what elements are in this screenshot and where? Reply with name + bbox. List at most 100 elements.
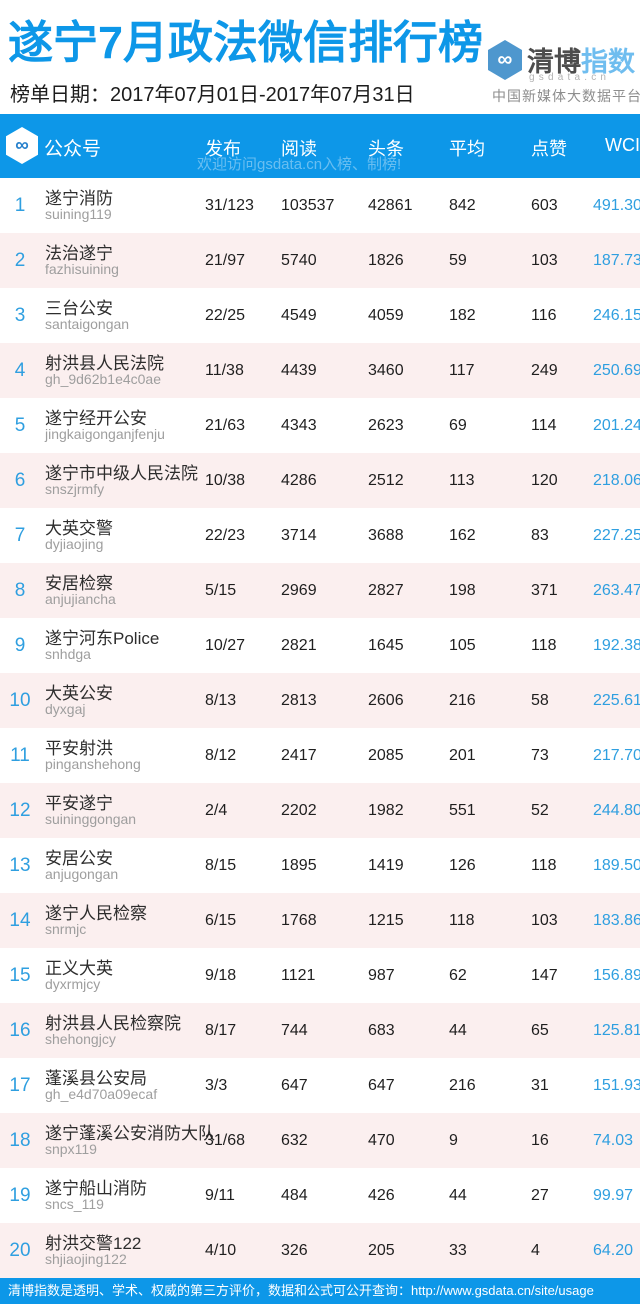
watermark-text: 欢迎访问gsdata.cn入榜、制榜! <box>197 156 402 173</box>
cell-headline: 647 <box>368 1077 395 1094</box>
cell-average: 62 <box>449 967 467 984</box>
cell-headline: 205 <box>368 1242 395 1259</box>
cell-account-name: 法治遂宁 <box>45 244 113 263</box>
table-row: 18 遂宁蓬溪公安消防大队 snpx119 31/68 632 470 9 16 74.03 <box>0 1113 640 1168</box>
cell-wci: 217.70 <box>593 747 640 764</box>
cell-rank: 20 <box>9 1240 31 1261</box>
cell-read: 5740 <box>281 252 317 269</box>
table-row: 5 遂宁经开公安 jingkaigonganjfenju 21/63 4343 2623 6… <box>0 398 640 453</box>
column-header-average: 平均 <box>449 139 485 159</box>
cell-publish: 21/63 <box>205 417 246 434</box>
cell-read: 1121 <box>281 967 316 984</box>
cell-headline: 987 <box>368 967 395 984</box>
brand-name-light: 指数 <box>581 47 635 77</box>
cell-publish: 8/17 <box>205 1022 237 1039</box>
cell-headline: 1419 <box>368 857 404 874</box>
cell-wci: 189.50 <box>593 857 640 874</box>
report-footer: 清博指数是透明、学术、权威的第三方评价，数据和公式可公开查询：http://ww… <box>0 1278 640 1304</box>
cell-average: 198 <box>449 582 476 599</box>
infinity-icon: ∞ <box>497 48 513 71</box>
cell-account-id: sncs_119 <box>45 1196 104 1212</box>
cell-headline: 42861 <box>368 197 413 214</box>
cell-likes: 603 <box>531 197 558 214</box>
cell-rank: 13 <box>9 855 31 876</box>
cell-publish: 3/3 <box>205 1077 228 1094</box>
cell-wci: 64.20 <box>593 1242 634 1259</box>
cell-publish: 9/11 <box>205 1187 235 1204</box>
table-row: 3 三台公安 santaigongan 22/25 4549 4059 182 116 246.… <box>0 288 640 343</box>
cell-wci: 227.25 <box>593 527 640 544</box>
cell-wci: 74.03 <box>593 1132 634 1149</box>
cell-average: 126 <box>449 857 476 874</box>
cell-headline: 2606 <box>368 692 404 709</box>
cell-average: 69 <box>449 417 467 434</box>
cell-read: 326 <box>281 1242 308 1259</box>
cell-headline: 426 <box>368 1187 395 1204</box>
cell-account-id: dyxgaj <box>45 701 86 717</box>
cell-headline: 4059 <box>368 307 404 324</box>
cell-average: 182 <box>449 307 476 324</box>
cell-publish: 8/13 <box>205 692 237 709</box>
cell-headline: 2085 <box>368 747 404 764</box>
cell-account-id: anjujiancha <box>45 591 116 607</box>
cell-likes: 103 <box>531 912 558 929</box>
table-row: 16 射洪县人民检察院 shehongjcy 8/17 744 683 44 65 125.81 <box>0 1003 640 1058</box>
cell-publish: 8/15 <box>205 857 237 874</box>
cell-read: 2417 <box>281 747 317 764</box>
cell-rank: 16 <box>9 1020 31 1041</box>
cell-rank: 18 <box>9 1130 31 1151</box>
cell-account-name: 安居检察 <box>45 574 113 593</box>
cell-average: 216 <box>449 1077 476 1094</box>
column-header-headline: 头条 <box>368 139 404 159</box>
cell-average: 44 <box>449 1187 467 1204</box>
cell-headline: 2512 <box>368 472 404 489</box>
table-row: 1 遂宁消防 suining119 31/123 103537 42861 842 603 49… <box>0 178 640 233</box>
cell-likes: 147 <box>531 967 558 984</box>
table-row: 2 法治遂宁 fazhisuining 21/97 5740 1826 59 103 187.7… <box>0 233 640 288</box>
brand-tagline: 中国新媒体大数据平台 <box>492 88 640 104</box>
brand-domain: gsdata.cn <box>529 72 611 83</box>
cell-publish: 8/12 <box>205 747 237 764</box>
cell-average: 33 <box>449 1242 467 1259</box>
cell-likes: 16 <box>531 1132 549 1149</box>
cell-average: 216 <box>449 692 476 709</box>
cell-account-name: 平安射洪 <box>45 739 113 758</box>
cell-account-id: dyjiaojing <box>45 536 104 552</box>
cell-headline: 683 <box>368 1022 395 1039</box>
cell-rank: 5 <box>14 415 26 436</box>
column-header-wci: WCI <box>605 135 640 155</box>
cell-account-name: 平安遂宁 <box>45 794 113 813</box>
cell-read: 2813 <box>281 692 317 709</box>
gsdata-logo-icon: ∞ <box>488 40 522 80</box>
cell-headline: 1645 <box>368 637 404 654</box>
cell-likes: 249 <box>531 362 558 379</box>
cell-likes: 73 <box>531 747 549 764</box>
cell-account-id: gh_e4d70a09ecaf <box>45 1086 158 1102</box>
cell-average: 201 <box>449 747 476 764</box>
cell-publish: 10/27 <box>205 637 246 654</box>
table-row: 15 正义大英 dyxrmjcy 9/18 1121 987 62 147 156.89 <box>0 948 640 1003</box>
cell-publish: 21/97 <box>205 252 246 269</box>
cell-rank: 4 <box>14 360 26 381</box>
cell-wci: 244.80 <box>593 802 640 819</box>
cell-headline: 3460 <box>368 362 404 379</box>
cell-account-id: dyxrmjcy <box>45 976 101 992</box>
cell-wci: 156.89 <box>593 967 640 984</box>
cell-average: 105 <box>449 637 476 654</box>
cell-read: 3714 <box>281 527 317 544</box>
cell-average: 44 <box>449 1022 467 1039</box>
cell-rank: 14 <box>9 910 31 931</box>
cell-likes: 52 <box>531 802 549 819</box>
cell-wci: 218.06 <box>593 472 640 489</box>
cell-headline: 3688 <box>368 527 404 544</box>
cell-account-name: 蓬溪县公安局 <box>45 1069 147 1088</box>
cell-likes: 120 <box>531 472 558 489</box>
cell-publish: 6/15 <box>205 912 237 929</box>
table-row: 11 平安射洪 pinganshehong 8/12 2417 2085 201 73 217.… <box>0 728 640 783</box>
cell-account-id: suining119 <box>45 206 112 222</box>
cell-rank: 9 <box>14 635 26 656</box>
cell-likes: 118 <box>531 637 557 654</box>
cell-account-name: 三台公安 <box>45 299 113 318</box>
cell-rank: 12 <box>9 800 31 821</box>
cell-account-id: shehongjcy <box>45 1031 116 1047</box>
